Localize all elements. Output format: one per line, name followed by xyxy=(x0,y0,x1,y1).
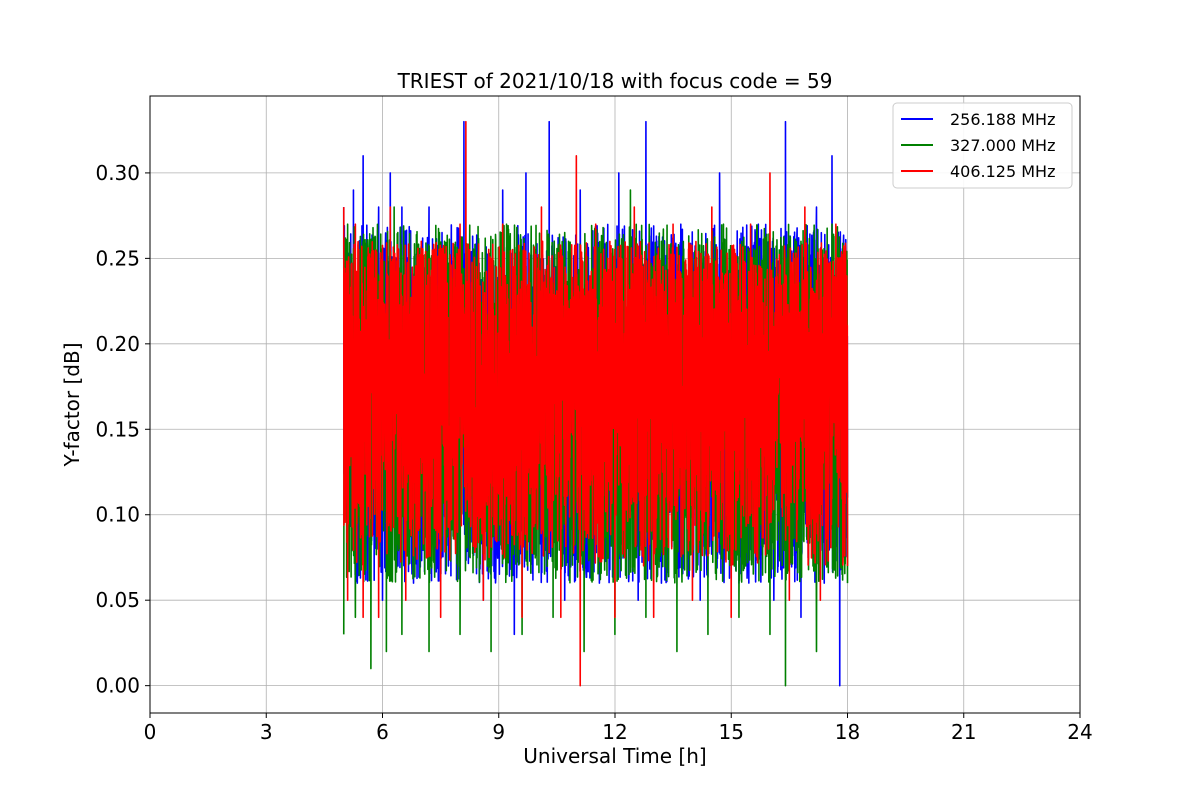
x-axis-label: Universal Time [h] xyxy=(523,744,706,768)
series-line-3 xyxy=(342,120,849,687)
y-tick-label: 0.20 xyxy=(95,332,140,356)
y-tick-label: 0.05 xyxy=(95,588,140,612)
legend-label-1: 256.188 MHz xyxy=(950,110,1055,129)
plot-layer xyxy=(342,120,849,687)
y-tick-label: 0.00 xyxy=(95,674,140,698)
legend: 256.188 MHz 327.000 MHz 406.125 MHz xyxy=(892,102,1073,189)
chart-title: TRIEST of 2021/10/18 with focus code = 5… xyxy=(397,69,833,93)
y-tick-label: 0.15 xyxy=(95,417,140,441)
y-tick-label: 0.30 xyxy=(95,161,140,185)
x-tick-label: 6 xyxy=(376,720,389,744)
x-tick-label: 24 xyxy=(1067,720,1092,744)
x-tick-label: 15 xyxy=(719,720,744,744)
x-tick-label: 0 xyxy=(144,720,157,744)
x-tick-label: 18 xyxy=(835,720,860,744)
legend-box xyxy=(892,102,1073,189)
y-tick-label: 0.25 xyxy=(95,246,140,270)
x-tick-label: 12 xyxy=(602,720,627,744)
x-tick-label: 9 xyxy=(492,720,505,744)
legend-label-2: 327.000 MHz xyxy=(950,136,1055,155)
x-tick-label: 3 xyxy=(260,720,273,744)
legend-label-3: 406.125 MHz xyxy=(950,162,1055,181)
y-axis-label: Y-factor [dB] xyxy=(60,342,84,467)
x-tick-label: 21 xyxy=(951,720,976,744)
x-axis: 0 3 6 9 12 15 18 21 24 xyxy=(144,713,1093,744)
y-tick-label: 0.10 xyxy=(95,503,140,527)
y-axis: 0.00 0.05 0.10 0.15 0.20 0.25 0.30 xyxy=(95,161,150,698)
